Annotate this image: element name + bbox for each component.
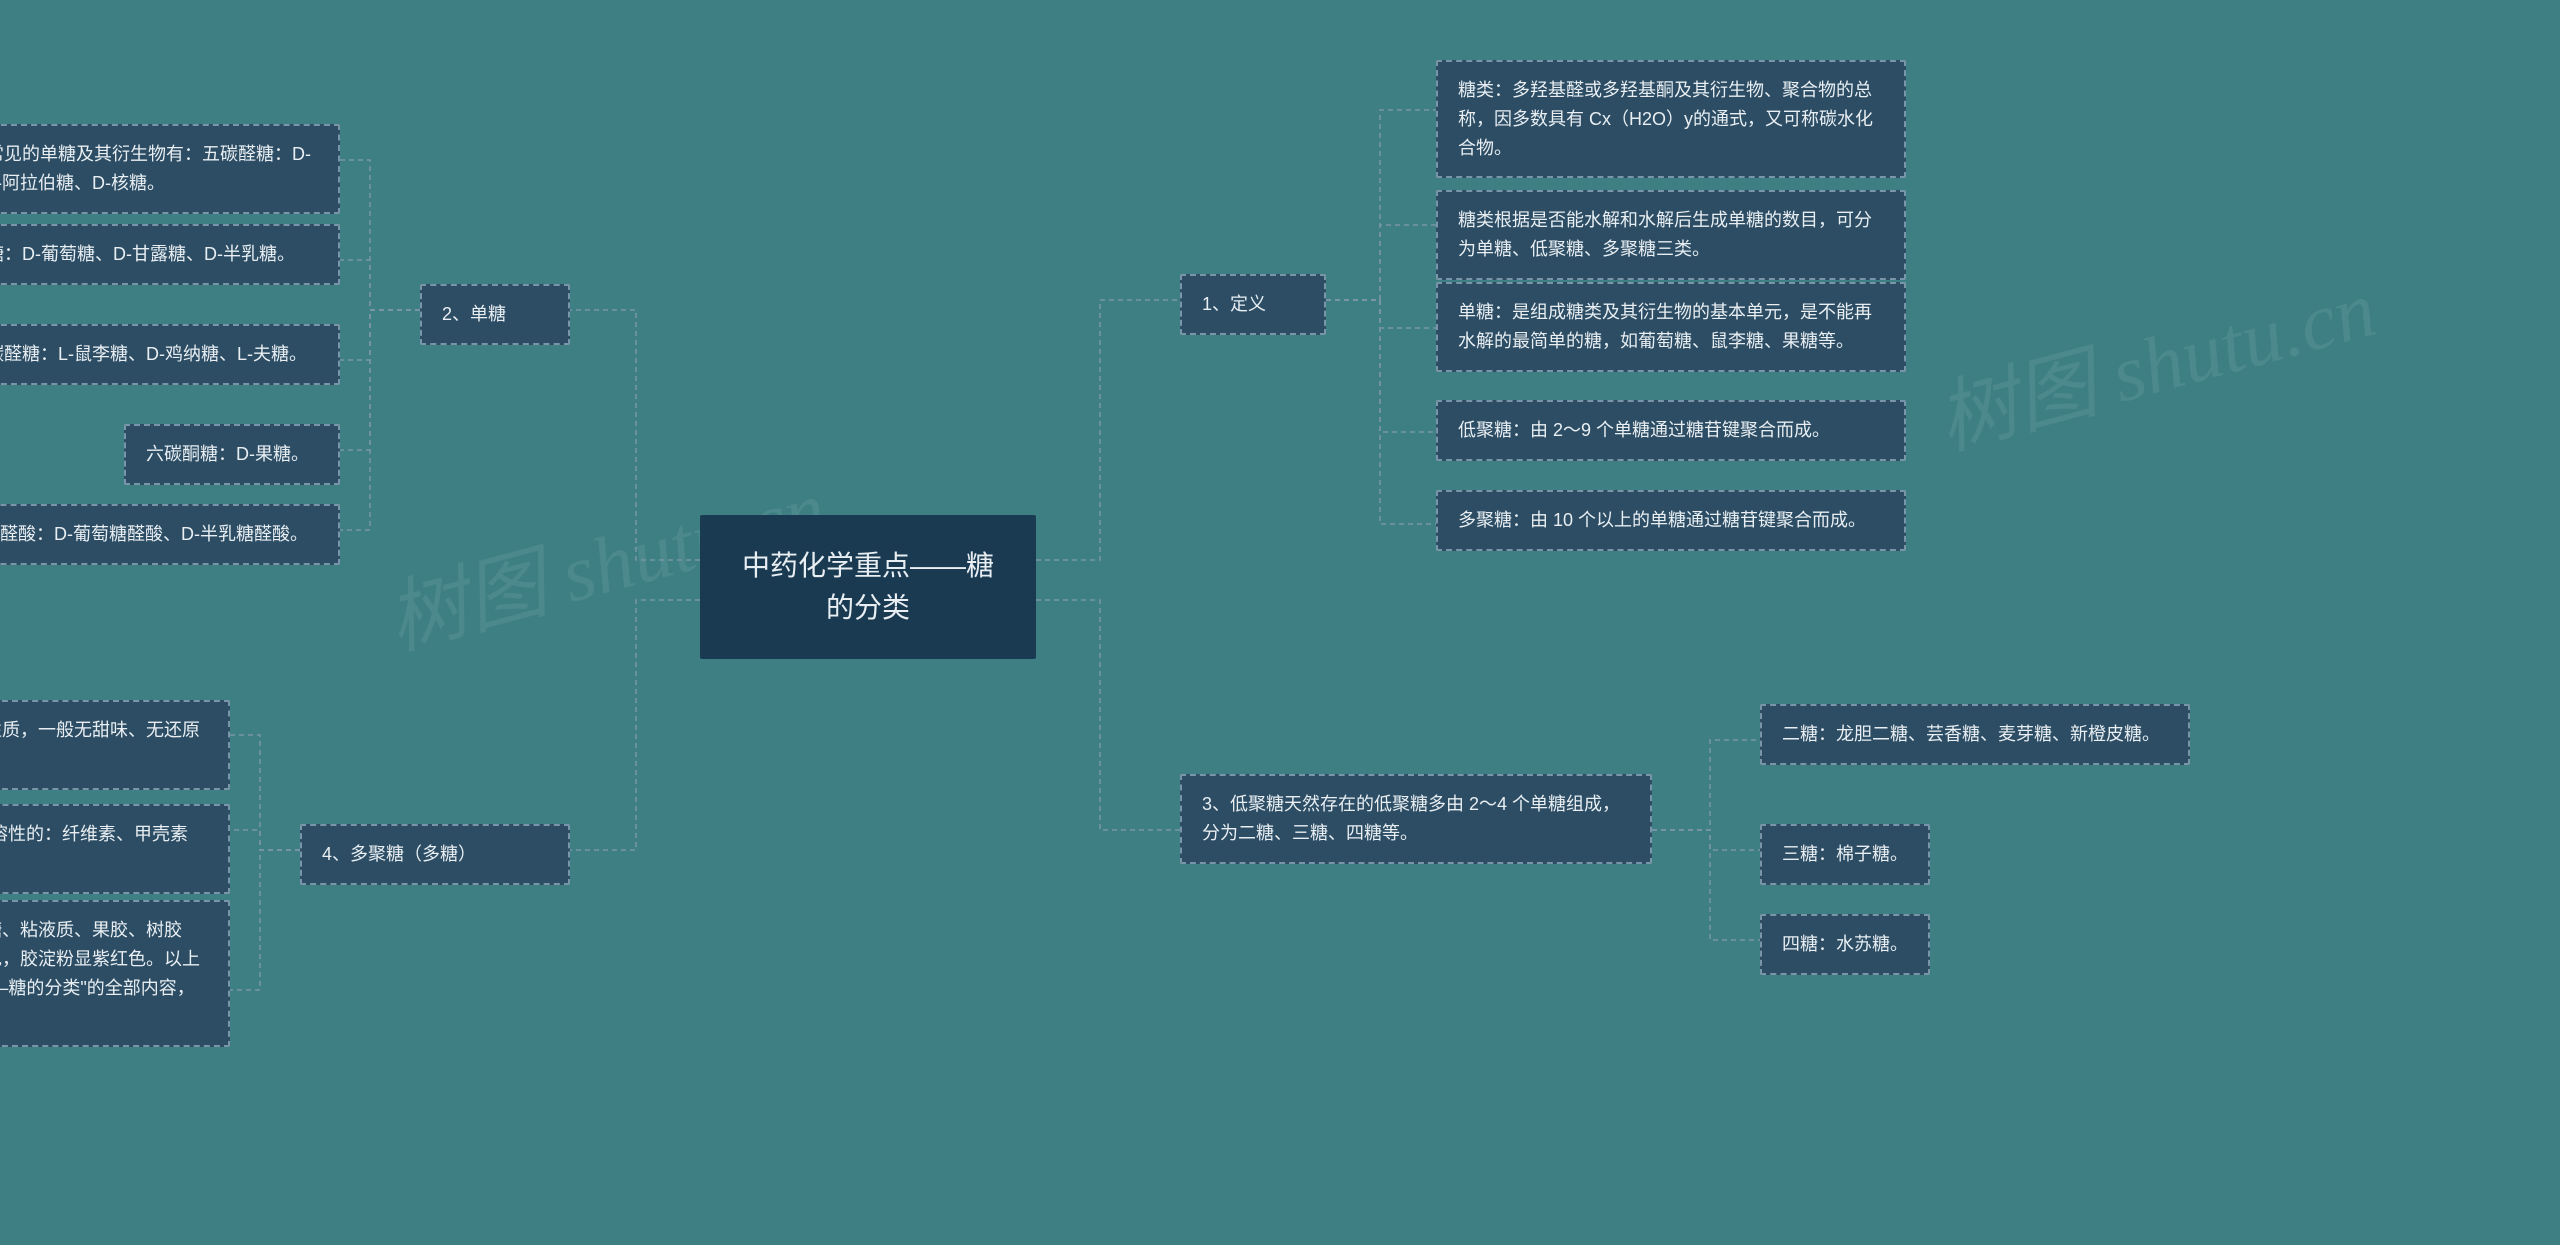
b1-child-0: 糖类：多羟基醛或多羟基酮及其衍生物、聚合物的总称，因多数具有 Cx（H2O）y的… bbox=[1436, 60, 1906, 178]
watermark: 树图 shutu.cn bbox=[1923, 244, 2387, 472]
b2-child-1: 六碳醛糖：D-葡萄糖、D-甘露糖、D-半乳糖。 bbox=[0, 224, 340, 285]
b4-child-2: 水溶性的：淀粉、菊糖、粘液质、果胶、树胶等。糖淀粉遇碘显蓝色，胶淀粉显紫红色。以… bbox=[0, 900, 230, 1047]
b1-child-2: 单糖：是组成糖类及其衍生物的基本单元，是不能再水解的最简单的糖，如葡萄糖、鼠李糖… bbox=[1436, 282, 1906, 372]
b4-child-0: 多糖：已失去单糖的性质，一般无甜味、无还原性。 bbox=[0, 700, 230, 790]
branch-4-polysaccharide: 4、多聚糖（多糖） bbox=[300, 824, 570, 885]
b4-child-1: 水不溶性的：纤维素、甲壳素等。 bbox=[0, 804, 230, 894]
b1-child-3: 低聚糖：由 2～9 个单糖通过糖苷键聚合而成。 bbox=[1436, 400, 1906, 461]
b2-child-2: 甲基五碳醛糖：L-鼠李糖、D-鸡纳糖、L-夫糖。 bbox=[0, 324, 340, 385]
connectors bbox=[0, 0, 2560, 1245]
b3-child-0: 二糖：龙胆二糖、芸香糖、麦芽糖、新橙皮糖。 bbox=[1760, 704, 2190, 765]
b2-child-4: 糖醛酸：D-葡萄糖醛酸、D-半乳糖醛酸。 bbox=[0, 504, 340, 565]
b1-child-4: 多聚糖：由 10 个以上的单糖通过糖苷键聚合而成。 bbox=[1436, 490, 1906, 551]
branch-1-definition: 1、定义 bbox=[1180, 274, 1326, 335]
branch-2-monosaccharide: 2、单糖 bbox=[420, 284, 570, 345]
b2-child-3: 六碳酮糖：D-果糖。 bbox=[124, 424, 340, 485]
b2-child-0: 中药中常见的单糖及其衍生物有：五碳醛糖：D-木糖、L-阿拉伯糖、D-核糖。 bbox=[0, 124, 340, 214]
b1-child-1: 糖类根据是否能水解和水解后生成单糖的数目，可分为单糖、低聚糖、多聚糖三类。 bbox=[1436, 190, 1906, 280]
b3-child-1: 三糖：棉子糖。 bbox=[1760, 824, 1930, 885]
b3-child-2: 四糖：水苏糖。 bbox=[1760, 914, 1930, 975]
center-node: 中药化学重点——糖的分类 bbox=[700, 515, 1036, 659]
branch-3-oligosaccharide: 3、低聚糖天然存在的低聚糖多由 2～4 个单糖组成，分为二糖、三糖、四糖等。 bbox=[1180, 774, 1652, 864]
